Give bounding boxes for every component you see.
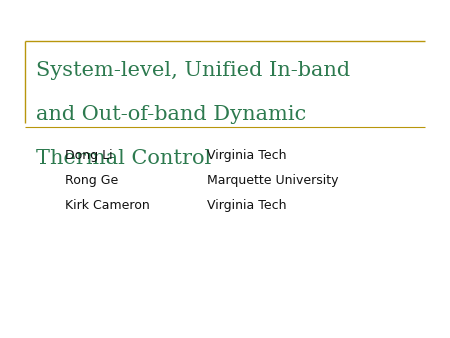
Text: Virginia Tech: Virginia Tech [207,149,287,162]
Text: Rong Ge: Rong Ge [65,174,118,187]
Text: Virginia Tech: Virginia Tech [207,199,287,212]
Text: Kirk Cameron: Kirk Cameron [65,199,150,212]
Text: Dong Li: Dong Li [65,149,113,162]
Text: System-level, Unified In-band: System-level, Unified In-band [36,61,350,80]
Text: Marquette University: Marquette University [207,174,338,187]
Text: Thermal Control: Thermal Control [36,149,211,168]
Text: and Out-of-band Dynamic: and Out-of-band Dynamic [36,105,306,124]
